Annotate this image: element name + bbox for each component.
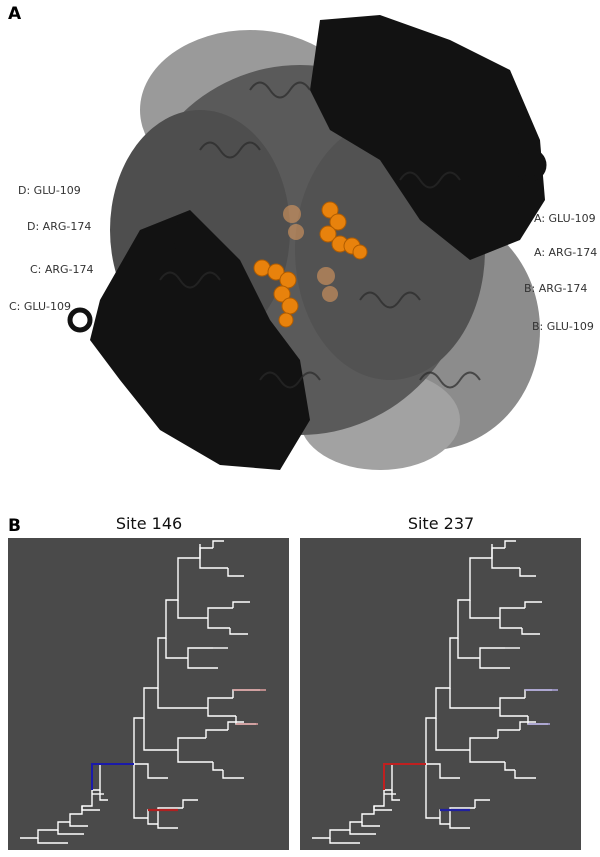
helix-texture	[159, 81, 481, 389]
highlight-branch-lavender	[525, 689, 558, 725]
tree-svg-2	[312, 540, 558, 844]
tree-svg-1	[20, 540, 266, 844]
label-a-glu-109: A: GLU-109	[534, 212, 596, 225]
phylo-tree-site-237	[300, 538, 581, 850]
residue-spheres	[253, 201, 368, 328]
panel-a-letter: A	[8, 4, 22, 24]
faded-residue-spheres	[283, 205, 338, 302]
label-d-glu-109: D: GLU-109	[18, 184, 81, 197]
highlight-branch-red	[383, 763, 426, 790]
chain-dark	[67, 15, 547, 470]
label-d-arg-174: D: ARG-174	[27, 220, 92, 233]
label-b-glu-109: B: GLU-109	[532, 320, 594, 333]
tree-title-site-146: Site 146	[115, 514, 183, 533]
label-b-arg-174: B: ARG-174	[524, 282, 588, 295]
label-c-arg-174: C: ARG-174	[30, 263, 94, 276]
protein-structure-figure	[67, 15, 547, 470]
highlight-branch-blue	[91, 763, 134, 790]
tree-title-site-237: Site 237	[407, 514, 475, 533]
label-a-arg-174: A: ARG-174	[534, 246, 598, 259]
highlight-branch-pink	[233, 689, 266, 725]
phylo-tree-site-146	[8, 538, 289, 850]
label-c-glu-109: C: GLU-109	[9, 300, 72, 313]
panel-b-letter: B	[8, 516, 21, 536]
